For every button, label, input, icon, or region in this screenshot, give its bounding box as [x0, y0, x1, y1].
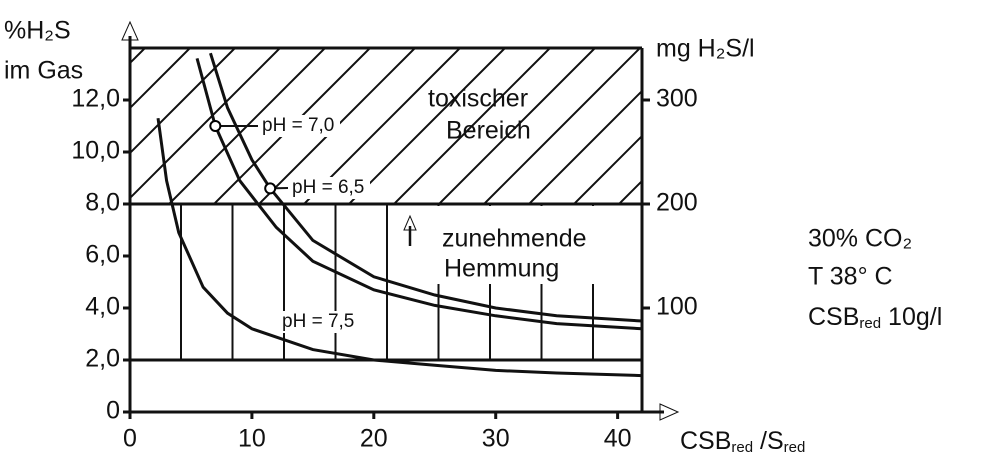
y2-tick-label: 300 — [656, 85, 698, 113]
curve — [209, 52, 642, 323]
y-axis-title: im Gas — [4, 57, 83, 85]
annotation: toxischer — [428, 85, 528, 113]
hatch-line — [785, 48, 955, 218]
hatch-line — [130, 48, 191, 110]
label-bg — [260, 115, 340, 137]
annotation: zunehmende — [442, 225, 587, 253]
x-tick-label: 20 — [360, 425, 388, 453]
x-axis-arrow — [659, 403, 680, 421]
series-label: pH = 7,5 — [282, 311, 354, 332]
hatch-line — [482, 48, 641, 204]
y-tick-label: 6,0 — [85, 241, 120, 269]
point-marker — [264, 182, 277, 195]
y-axis-arrow — [121, 20, 139, 41]
hatch-line — [437, 48, 596, 204]
arrow-head — [403, 214, 417, 231]
series-label: pH = 6,5 — [292, 177, 364, 198]
label-bg — [422, 206, 594, 284]
curve — [195, 58, 642, 331]
x-tick-label: 40 — [604, 425, 632, 453]
annotation: Hemmung — [444, 255, 559, 283]
hatch-line — [130, 48, 281, 200]
point-marker — [209, 120, 222, 132]
y-tick-label: 10,0 — [71, 137, 120, 165]
y-axis-title: %H₂S — [4, 17, 71, 45]
hatch-line — [527, 89, 642, 204]
annotation: 30% CO₂ — [808, 225, 912, 253]
hatch-line — [617, 179, 642, 204]
y2-tick-label: 100 — [656, 293, 698, 321]
hatch-line — [695, 48, 865, 218]
hatch-line — [740, 48, 910, 218]
annotation: CSBred 10g/l — [808, 303, 942, 332]
x-axis-title: CSBred /Sred — [680, 427, 805, 456]
hatch-line — [572, 134, 642, 204]
y-tick-label: 2,0 — [85, 345, 120, 373]
y2-tick-label: 200 — [656, 189, 698, 217]
x-tick-label: 10 — [238, 425, 266, 453]
y-tick-label: 4,0 — [85, 293, 120, 321]
hatch-line — [392, 48, 551, 204]
hatch-line — [130, 48, 236, 155]
y-tick-label: 8,0 — [85, 189, 120, 217]
series-label: pH = 7,0 — [262, 115, 334, 136]
curve — [156, 117, 642, 378]
label-bg — [280, 311, 360, 333]
x-tick-label: 0 — [123, 425, 137, 453]
annotation: Bereich — [446, 117, 531, 145]
x-tick-label: 30 — [482, 425, 510, 453]
y-tick-label: 12,0 — [71, 85, 120, 113]
y-tick-label: 0 — [106, 397, 120, 425]
y2-axis-title: mg H₂S/l — [656, 35, 755, 63]
annotation: T 38° C — [808, 263, 893, 291]
label-bg — [290, 177, 370, 199]
